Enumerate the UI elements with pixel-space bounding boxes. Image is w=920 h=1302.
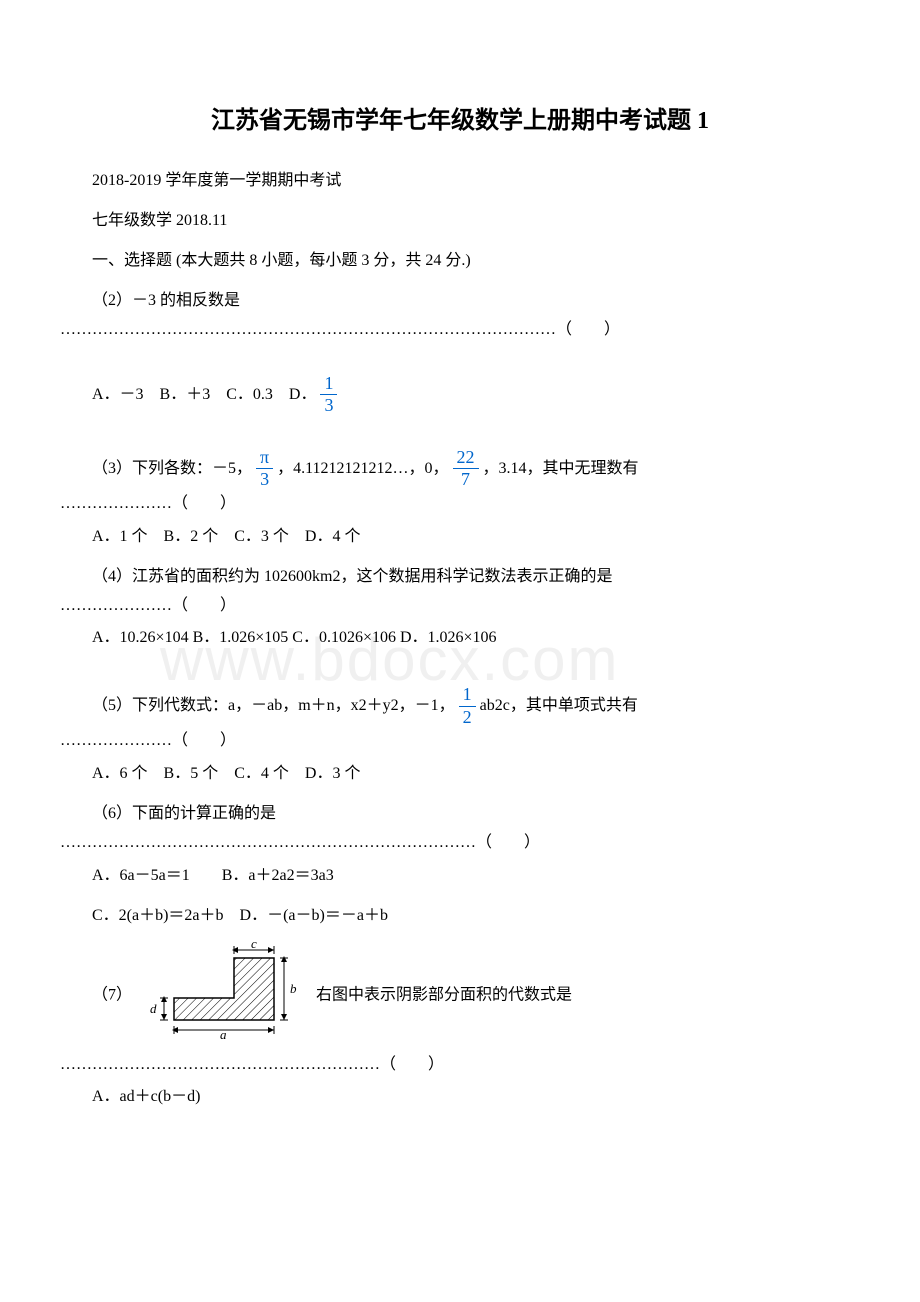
question-3-text: （3）下列各数：－5， π 3 ，4.11212121212…，0， 22 7 … [60,447,860,491]
exam-period: 2018-2019 学年度第一学期期中考试 [60,165,860,197]
question-7-dots: ……………………………………………………（ ） [60,1052,860,1078]
question-6-dots: ……………………………………………………………………（ ） [60,830,860,856]
question-5-text: （5）下列代数式：a，－ab，m＋n，x2＋y2，－1， 1 2 ab2c，其中… [60,684,860,728]
question-7-options: A．ad＋c(b－d) [60,1081,860,1113]
question-4-dots: …………………（ ） [60,593,860,619]
question-6-text: （6）下面的计算正确的是 [60,798,860,830]
svg-text:d: d [150,1001,157,1016]
exam-subject: 七年级数学 2018.11 [60,205,860,237]
fraction-22-7: 22 7 [453,447,479,491]
question-7-text: （7） [60,940,860,1052]
fraction-1-2: 1 2 [459,684,476,728]
question-4-options: A．10.26×104 B．1.026×105 C．0.1026×106 D．1… [60,622,860,654]
fraction-pi-3: π 3 [256,447,273,491]
question-6-options-2: C．2(a＋b)＝2a＋b D．－(a－b)＝－a＋b [60,900,860,932]
svg-text:c: c [251,940,257,951]
question-4-text: （4）江苏省的面积约为 102600km2，这个数据用科学记数法表示正确的是 [60,561,860,593]
section-header: 一、选择题 (本大题共 8 小题，每小题 3 分，共 24 分.) [60,245,860,277]
svg-text:b: b [290,981,297,996]
question-6-options-1: A．6a－5a＝1 B．a＋2a2＝3a3 [60,860,860,892]
question-3-dots: …………………（ ） [60,491,860,517]
question-3-options: A．1 个 B．2 个 C．3 个 D．4 个 [60,521,860,553]
page-title: 江苏省无锡市学年七年级数学上册期中考试题 1 [60,100,860,135]
fraction-1-3: 1 3 [320,373,337,417]
geometry-diagram: c b d a [144,940,304,1052]
svg-text:a: a [220,1027,227,1040]
question-2-options: A．－3 B．＋3 C．0.3 D． 1 3 [60,373,860,417]
question-5-dots: …………………（ ） [60,728,860,754]
question-5-options: A．6 个 B．5 个 C．4 个 D．3 个 [60,758,860,790]
question-2-text: （2）－3 的相反数是 [60,285,860,317]
question-2-dots: …………………………………………………………………………………（ ） [60,317,860,343]
